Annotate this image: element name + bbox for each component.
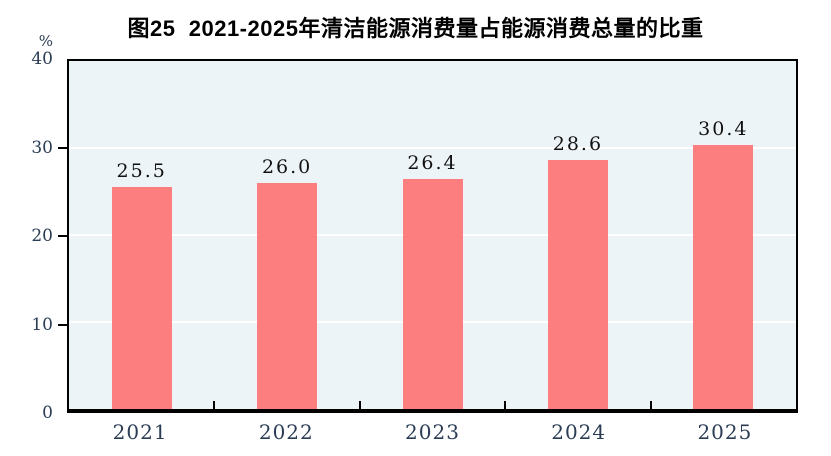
x-axis-label-2022: 2022 (258, 420, 314, 444)
bar-value-label-2022: 26.0 (261, 155, 313, 178)
y-axis-label-10: 10 (31, 314, 53, 335)
x-axis-label-2021: 2021 (112, 420, 168, 444)
x-axis-tick-3 (504, 401, 507, 409)
x-axis-tick-4 (649, 401, 652, 409)
bar-value-label-2024: 28.6 (552, 133, 604, 156)
x-axis-tick-2 (358, 401, 361, 409)
x-axis-label-2025: 2025 (697, 420, 753, 444)
y-axis-label-40: 40 (31, 49, 53, 69)
x-axis-tick-1 (213, 401, 216, 409)
bar-2025 (693, 144, 754, 409)
bar-2023 (402, 179, 463, 409)
bar-2022 (257, 182, 318, 409)
bar-2024 (547, 160, 608, 409)
x-axis-label-2023: 2023 (405, 420, 460, 444)
plot-area: 25.5 26.0 26.4 28.6 30.4 (67, 59, 798, 413)
bar-2021 (111, 187, 172, 409)
bar-value-label-2023: 26.4 (407, 152, 458, 175)
x-axis-label-2024: 2024 (551, 420, 607, 444)
y-axis-tick-20 (58, 235, 67, 237)
y-axis-label-20: 20 (31, 226, 53, 246)
y-axis-unit-label: % (38, 32, 53, 50)
bar-value-label-2025: 30.4 (698, 117, 749, 140)
y-axis-label-0: 0 (42, 403, 53, 423)
y-axis-tick-30 (58, 146, 67, 149)
y-axis-label-30: 30 (31, 137, 53, 158)
gridline-30 (69, 147, 796, 149)
chart-title: 图25 2021-2025年清洁能源消费量占能源消费总量的比重 (127, 16, 704, 41)
y-axis-tick-10 (58, 323, 67, 326)
bar-value-label-2021: 25.5 (116, 160, 167, 183)
